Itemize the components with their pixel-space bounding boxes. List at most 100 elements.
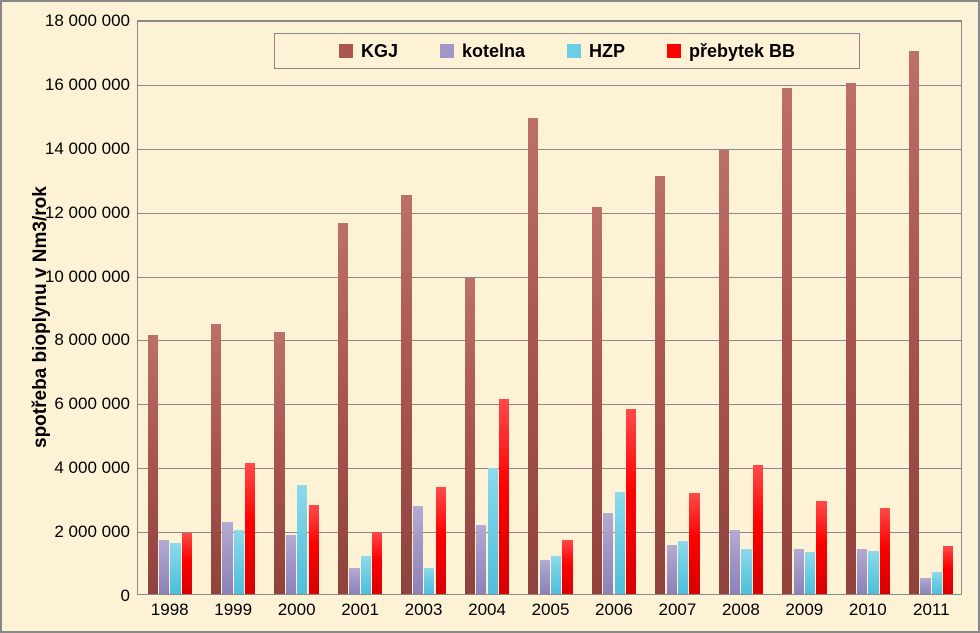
legend-swatch bbox=[339, 44, 353, 58]
legend-label: HZP bbox=[589, 41, 625, 62]
y-tick-label: 2 000 000 bbox=[54, 522, 130, 542]
legend-swatch bbox=[667, 44, 681, 58]
legend-label: KGJ bbox=[361, 41, 398, 62]
y-tick-label: 0 bbox=[121, 586, 130, 606]
y-tick-label: 14 000 000 bbox=[45, 139, 130, 159]
bar bbox=[297, 485, 307, 594]
legend-swatch bbox=[567, 44, 581, 58]
bar bbox=[932, 572, 942, 594]
x-tick-label: 2005 bbox=[532, 600, 570, 620]
legend-swatch bbox=[440, 44, 454, 58]
legend-label: kotelna bbox=[462, 41, 525, 62]
bar bbox=[401, 195, 411, 594]
x-tick-label: 2001 bbox=[341, 600, 379, 620]
gridline bbox=[138, 213, 961, 214]
bar bbox=[361, 556, 371, 594]
plot-area: KGJkotelnaHZPpřebytek BB 02 000 0004 000… bbox=[137, 20, 962, 595]
gridline bbox=[138, 532, 961, 533]
legend-label: přebytek BB bbox=[689, 41, 795, 62]
x-tick-label: 2009 bbox=[785, 600, 823, 620]
bar bbox=[286, 535, 296, 594]
bar bbox=[436, 487, 446, 594]
bar bbox=[868, 551, 878, 594]
bar bbox=[857, 549, 867, 594]
bar bbox=[909, 51, 919, 594]
y-tick-label: 16 000 000 bbox=[45, 75, 130, 95]
bar bbox=[603, 513, 613, 594]
gridline bbox=[138, 21, 961, 22]
bar bbox=[794, 549, 804, 594]
bar bbox=[182, 533, 192, 594]
bar bbox=[920, 578, 930, 594]
bar bbox=[741, 549, 751, 594]
x-tick-label: 2006 bbox=[595, 600, 633, 620]
bar bbox=[309, 505, 319, 594]
x-tick-label: 2008 bbox=[722, 600, 760, 620]
y-tick-label: 12 000 000 bbox=[45, 203, 130, 223]
legend: KGJ kotelna HZP přebytek BB bbox=[274, 33, 860, 69]
y-tick-label: 4 000 000 bbox=[54, 458, 130, 478]
bar bbox=[465, 278, 475, 594]
gridline bbox=[138, 404, 961, 405]
legend-item: přebytek BB bbox=[667, 41, 795, 62]
x-tick-label: 2003 bbox=[405, 600, 443, 620]
bar bbox=[626, 409, 636, 594]
bar bbox=[719, 150, 729, 594]
y-tick-label: 8 000 000 bbox=[54, 330, 130, 350]
bar bbox=[667, 545, 677, 595]
bar bbox=[943, 546, 953, 594]
bar bbox=[234, 530, 244, 594]
bar bbox=[730, 530, 740, 594]
x-tick-label: 2010 bbox=[849, 600, 887, 620]
bar bbox=[245, 463, 255, 594]
x-tick-label: 1998 bbox=[151, 600, 189, 620]
gridline bbox=[138, 340, 961, 341]
y-tick-label: 10 000 000 bbox=[45, 267, 130, 287]
bar bbox=[846, 83, 856, 594]
y-tick-label: 18 000 000 bbox=[45, 11, 130, 31]
bar bbox=[338, 223, 348, 594]
bar bbox=[148, 335, 158, 594]
legend-item: HZP bbox=[567, 41, 625, 62]
x-tick-label: 2007 bbox=[659, 600, 697, 620]
bar bbox=[476, 525, 486, 594]
bar bbox=[424, 568, 434, 594]
bar bbox=[562, 540, 572, 594]
gridline bbox=[138, 85, 961, 86]
bar bbox=[753, 465, 763, 594]
bar bbox=[615, 492, 625, 594]
gridline bbox=[138, 149, 961, 150]
bar bbox=[805, 552, 815, 594]
x-tick-label: 1999 bbox=[214, 600, 252, 620]
bar bbox=[488, 468, 498, 594]
bar bbox=[274, 332, 284, 594]
bar bbox=[372, 532, 382, 594]
bar bbox=[528, 118, 538, 594]
bar bbox=[678, 541, 688, 594]
gridline bbox=[138, 277, 961, 278]
y-tick-label: 6 000 000 bbox=[54, 394, 130, 414]
chart-frame: KGJ kotelna HZP přebytek BB 0 2 000 000 4 000… bbox=[0, 0, 980, 633]
x-tick-label: 2011 bbox=[913, 600, 950, 620]
bar bbox=[159, 540, 169, 594]
bar bbox=[551, 556, 561, 594]
bar bbox=[655, 176, 665, 594]
gridline bbox=[138, 468, 961, 469]
bar bbox=[413, 506, 423, 594]
x-tick-label: 2000 bbox=[278, 600, 316, 620]
legend-item: KGJ bbox=[339, 41, 398, 62]
bar bbox=[222, 522, 232, 594]
x-tick-label: 2004 bbox=[468, 600, 506, 620]
bar bbox=[170, 543, 180, 594]
legend-item: kotelna bbox=[440, 41, 525, 62]
bar bbox=[880, 508, 890, 594]
bar bbox=[782, 88, 792, 594]
bar bbox=[689, 493, 699, 594]
bar bbox=[592, 207, 602, 594]
bar bbox=[349, 568, 359, 594]
bar bbox=[816, 501, 826, 594]
y-axis-label: spotřeba bioplynu v Nm3/rok bbox=[30, 186, 52, 448]
bar bbox=[211, 324, 221, 594]
bar bbox=[499, 399, 509, 594]
bar bbox=[540, 560, 550, 594]
